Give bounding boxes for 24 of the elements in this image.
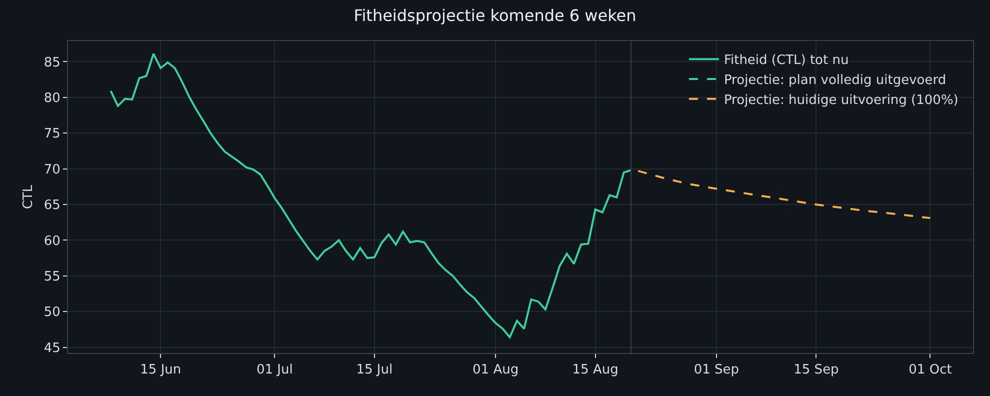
legend-label: Projectie: plan volledig uitgevoerd — [724, 73, 946, 88]
x-tick-label: 01 Oct — [908, 362, 952, 378]
y-tick-label: 60 — [44, 234, 60, 249]
y-tick-label: 85 — [44, 55, 60, 70]
y-tick-label: 70 — [44, 162, 60, 178]
y-tick-label: 50 — [44, 305, 60, 320]
x-tick-label: 15 Aug — [572, 362, 618, 378]
x-tick-label: 15 Jun — [140, 362, 182, 378]
x-tick-label: 01 Aug — [472, 362, 519, 378]
y-tick-label: 80 — [44, 90, 60, 106]
y-tick-label: 75 — [44, 126, 60, 142]
legend-label: Projectie: huidige uitvoering (100%) — [724, 92, 958, 108]
x-tick-label: 15 Jul — [356, 362, 393, 378]
y-tick-label: 55 — [44, 269, 60, 284]
line-series — [110, 52, 632, 338]
x-tick-label: 15 Sep — [794, 362, 839, 378]
line-series — [637, 170, 932, 220]
chart-title: Fitheidsprojectie komende 6 weken — [354, 6, 636, 26]
y-tick-label: 65 — [44, 198, 60, 214]
y-tick-label: 45 — [44, 340, 60, 356]
x-tick-label: 01 Sep — [694, 362, 740, 378]
x-tick-label: 01 Jul — [256, 362, 293, 378]
y-axis-title: CTL — [20, 184, 36, 210]
legend-label: Fitheid (CTL) tot nu — [724, 53, 849, 68]
